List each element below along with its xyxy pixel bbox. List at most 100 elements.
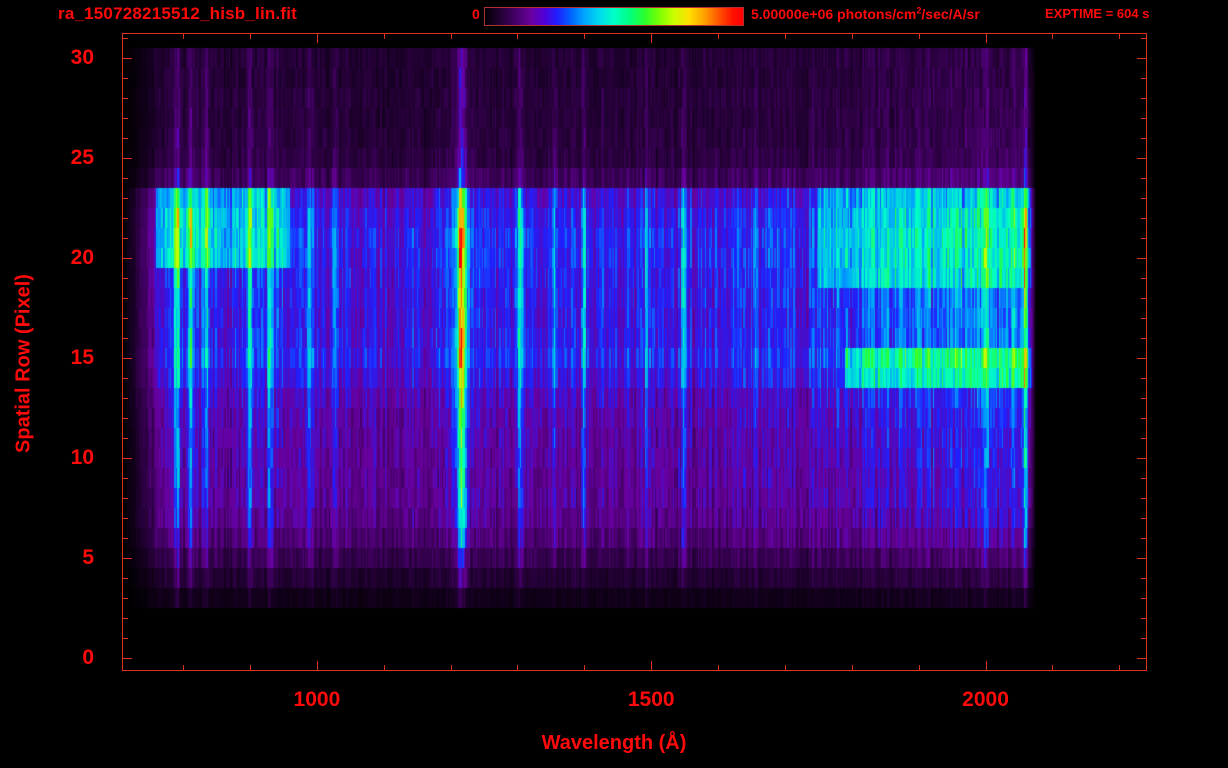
y-axis-tick-label: 5 [82,546,94,569]
x-axis-tick-label: 1500 [627,688,675,711]
plot-frame [122,33,1147,671]
x-axis-minor-tick [718,665,719,670]
x-axis-minor-tick [250,665,251,670]
y-axis-minor-tick-right [1141,198,1146,199]
colorbar [484,7,744,26]
y-axis-tick-label: 10 [70,446,94,469]
x-axis-tick-label: 2000 [962,688,1009,711]
y-axis-minor-tick [123,38,128,39]
y-axis-tick-label: 0 [82,646,94,669]
file-title: ra_150728215512_hisb_lin.fit [58,4,298,23]
y-axis-tick-label: 30 [70,46,94,69]
y-axis-minor-tick-right [1141,298,1146,299]
y-axis-minor-tick-right [1141,618,1146,619]
y-axis-minor-tick-right [1141,638,1146,639]
x-axis-minor-tick [183,665,184,670]
y-axis-minor-tick-right [1141,118,1146,119]
colorbar-unit-exponent: 2 [916,5,922,16]
x-axis-minor-tick-top [451,34,452,39]
y-axis-minor-tick [123,318,128,319]
y-axis-title: Spatial Row (Pixel) [12,274,35,453]
y-axis-minor-tick-right [1141,38,1146,39]
y-axis-minor-tick [123,518,128,519]
x-axis-minor-tick [384,665,385,670]
x-axis-minor-tick [451,665,452,670]
y-axis-minor-tick-right [1141,98,1146,99]
x-axis-minor-tick-top [584,34,585,39]
x-axis-minor-tick-top [1052,34,1053,39]
y-axis-major-tick-right [1137,58,1146,59]
x-axis-title: Wavelength (Å) [541,732,687,754]
y-axis-major-tick-right [1137,358,1146,359]
y-axis-minor-tick [123,178,128,179]
y-axis-minor-tick-right [1141,398,1146,399]
y-axis-minor-tick [123,198,128,199]
y-axis-minor-tick [123,138,128,139]
y-axis-minor-tick-right [1141,498,1146,499]
y-axis-tick-label: 15 [70,346,94,369]
y-axis-major-tick [123,658,132,659]
y-axis-major-tick [123,458,132,459]
x-axis-minor-tick-top [718,34,719,39]
spectrogram-image [123,34,1146,670]
x-axis-major-tick [651,661,652,670]
colorbar-max-label: 5.00000e+06 photons/cm2/sec/A/sr [751,6,980,22]
x-axis-major-tick-top [986,34,987,43]
x-axis-minor-tick [919,665,920,670]
x-axis-minor-tick [785,665,786,670]
x-axis-major-tick [986,661,987,670]
y-axis-major-tick-right [1137,458,1146,459]
x-axis-minor-tick-top [1119,34,1120,39]
y-axis-minor-tick-right [1141,138,1146,139]
y-axis-major-tick-right [1137,658,1146,659]
y-axis-minor-tick-right [1141,278,1146,279]
y-axis-minor-tick [123,238,128,239]
y-axis-minor-tick-right [1141,478,1146,479]
x-axis-major-tick [317,661,318,670]
colorbar-max-value: 5.00000e+06 photons/cm [751,6,917,22]
x-axis-minor-tick-top [919,34,920,39]
y-axis-minor-tick-right [1141,438,1146,439]
y-axis-major-tick [123,58,132,59]
y-axis-minor-tick-right [1141,238,1146,239]
y-axis-minor-tick [123,538,128,539]
y-axis-minor-tick-right [1141,378,1146,379]
x-axis-major-tick-top [317,34,318,43]
x-axis-minor-tick [1052,665,1053,670]
y-axis-major-tick-right [1137,158,1146,159]
y-axis-minor-tick [123,438,128,439]
x-axis-minor-tick [852,665,853,670]
y-axis-minor-tick-right [1141,418,1146,419]
x-axis-minor-tick [584,665,585,670]
y-axis-minor-tick [123,298,128,299]
y-axis-minor-tick-right [1141,518,1146,519]
colorbar-unit-suffix: /sec/A/sr [921,6,980,22]
y-axis-minor-tick [123,618,128,619]
y-axis-minor-tick [123,498,128,499]
y-axis-minor-tick [123,598,128,599]
x-axis-minor-tick-top [852,34,853,39]
y-axis-minor-tick-right [1141,218,1146,219]
y-axis-minor-tick [123,378,128,379]
y-axis-minor-tick [123,278,128,279]
y-axis-minor-tick [123,398,128,399]
x-axis-minor-tick-top [250,34,251,39]
y-axis-major-tick-right [1137,558,1146,559]
y-axis-major-tick [123,258,132,259]
y-axis-minor-tick-right [1141,78,1146,79]
y-axis-major-tick-right [1137,258,1146,259]
y-axis-minor-tick [123,218,128,219]
exptime-label: EXPTIME = 604 s [1045,6,1150,21]
x-axis-minor-tick [517,665,518,670]
y-axis-minor-tick-right [1141,538,1146,539]
y-axis-minor-tick [123,418,128,419]
y-axis-major-tick [123,358,132,359]
y-axis-minor-tick-right [1141,338,1146,339]
x-axis-major-tick-top [651,34,652,43]
y-axis-minor-tick-right [1141,178,1146,179]
y-axis-minor-tick [123,78,128,79]
y-axis-minor-tick-right [1141,578,1146,579]
x-axis-minor-tick-top [517,34,518,39]
x-axis-minor-tick-top [183,34,184,39]
